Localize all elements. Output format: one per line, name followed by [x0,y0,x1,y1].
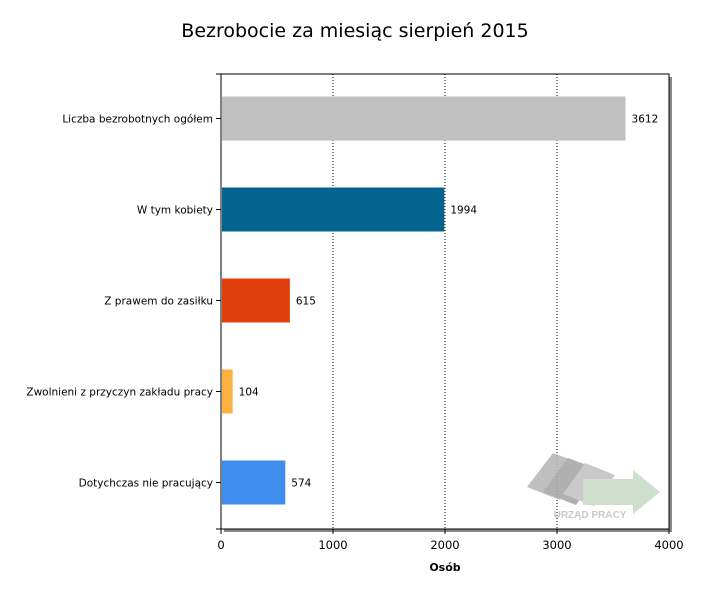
category-label: W tym kobiety [137,205,213,217]
x-axis-title: Osób [429,561,460,574]
category-label: Z prawem do zasiłku [104,296,213,308]
bar [222,460,286,505]
x-tick-label: 0 [217,538,224,552]
bar-value-label: 574 [291,478,311,490]
bars: 3612 1994 615 104 574 [222,96,659,505]
bar-value-label: 3612 [632,114,659,126]
urzad-pracy-logo: URZĄD PRACY [527,453,660,521]
bar [222,96,626,141]
category-labels: Liczba bezrobotnych ogółem W tym kobiety Z… [26,114,213,490]
category-label: Liczba bezrobotnych ogółem [62,114,213,126]
x-tick-label: 1000 [318,538,347,552]
bar [222,278,290,323]
grid-lines [332,74,558,529]
category-label: Zwolnieni z przyczyn zakładu pracy [26,387,213,399]
bar-value-label: 1994 [450,205,477,217]
bar-value-label: 615 [296,296,316,308]
bar-value-label: 104 [239,387,259,399]
bar [222,187,445,232]
watermark-text: URZĄD PRACY [554,510,627,521]
chart-title: Bezrobocie za miesiąc sierpień 2015 [181,20,529,42]
x-tick-label: 3000 [542,538,571,552]
bar [222,369,233,414]
category-label: Dotychczas nie pracujący [79,478,213,490]
x-tick-label: 2000 [430,538,459,552]
x-tick-label: 4000 [654,538,683,552]
x-axis-ticks: 0 1000 2000 3000 4000 [216,73,684,552]
